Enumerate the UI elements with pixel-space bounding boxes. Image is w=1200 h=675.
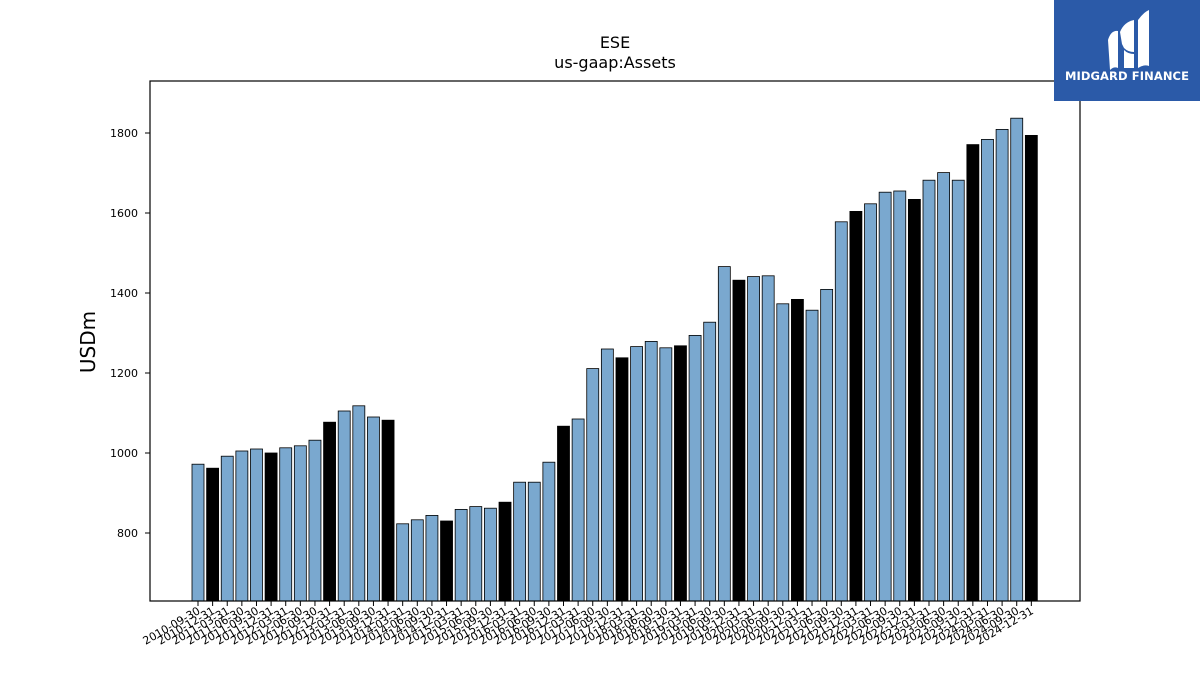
bar-2017-06-30 (586, 368, 600, 602)
chart-subtitle: us-gaap:Assets (554, 53, 676, 72)
logo: MIDGARD FINANCE (1054, 0, 1200, 101)
bar-2018-12-31 (674, 345, 687, 602)
y-tick-label: 1400 (110, 287, 138, 300)
bar-2020-12-31 (791, 298, 804, 602)
bar-2011-09-30 (250, 448, 263, 602)
bar-2019-06-30 (703, 321, 717, 602)
bar-2011-03-31 (220, 455, 234, 602)
bar-2018-03-31 (630, 346, 643, 602)
y-tick-label: 1200 (110, 367, 138, 380)
bar-2016-09-30 (542, 461, 556, 602)
bar-2014-12-31 (440, 520, 453, 602)
y-tick-label: 800 (117, 527, 138, 540)
y-axis: 800 1000 1200 1400 1600 1800 (110, 127, 150, 540)
bar-2017-03-31 (571, 418, 585, 602)
bar-2013-09-30 (367, 416, 380, 602)
bar-2016-12-31 (557, 425, 570, 602)
bar-2024-12-31 (1024, 134, 1038, 602)
bar-2018-09-30 (659, 347, 673, 602)
bar-2021-12-31 (849, 210, 863, 602)
bar-2024-03-31 (981, 138, 994, 602)
bar-2019-09-30 (717, 266, 731, 602)
bar-2012-12-31 (323, 421, 336, 602)
bar-2021-06-30 (820, 288, 834, 602)
bar-2013-03-31 (337, 410, 351, 602)
bar-2015-12-31 (498, 501, 512, 602)
y-tick-label: 1800 (110, 127, 138, 140)
bar-2015-09-30 (483, 507, 497, 602)
bar-2012-03-31 (279, 447, 293, 602)
bar-2018-06-30 (644, 340, 658, 602)
y-tick-label: 1600 (110, 207, 138, 220)
bar-2020-03-31 (747, 276, 760, 602)
bar-2019-12-31 (732, 279, 746, 602)
bar-2015-06-30 (469, 506, 483, 602)
bar-2012-09-30 (308, 439, 322, 602)
bar-2014-03-31 (396, 523, 410, 602)
bar-2011-06-30 (235, 450, 249, 602)
y-axis-label: USDm (76, 311, 100, 373)
bar-2017-12-31 (615, 357, 629, 602)
bar-2024-06-30 (995, 128, 1009, 602)
bar-2014-06-30 (410, 519, 424, 602)
bar-2022-09-30 (893, 190, 907, 602)
bar-2017-09-30 (600, 348, 614, 602)
bar-2023-03-31 (922, 179, 936, 602)
logo-mark-icon (1108, 10, 1149, 70)
bar-2019-03-31 (688, 334, 702, 602)
bar-2021-09-30 (834, 221, 848, 602)
bar-2010-09-30 (191, 463, 205, 602)
bar-2022-03-31 (864, 203, 877, 602)
chart-title: ESE (600, 33, 630, 52)
logo-text: MIDGARD FINANCE (1064, 69, 1190, 83)
bar-2023-06-30 (937, 172, 951, 602)
bar-2021-03-31 (805, 309, 819, 602)
bar-2016-03-31 (513, 481, 527, 602)
bar-2015-03-31 (454, 508, 468, 602)
bar-2023-09-30 (951, 179, 965, 602)
bar-2013-06-30 (352, 405, 366, 602)
bar-2023-12-31 (966, 144, 980, 602)
bar-2022-06-30 (878, 191, 892, 602)
bar-2011-12-31 (264, 452, 278, 602)
bars (191, 117, 1038, 602)
y-tick-label: 1000 (110, 447, 138, 460)
bar-2013-12-31 (381, 419, 395, 602)
bar-2016-06-30 (527, 481, 541, 602)
bar-2022-12-31 (907, 198, 921, 602)
plot-frame (149, 80, 1081, 602)
x-axis: 2010-09-302010-12-312011-03-312011-06-30… (141, 601, 1036, 648)
bar-2014-09-30 (425, 515, 439, 602)
bar-2020-06-30 (761, 275, 775, 602)
bar-2012-06-30 (293, 445, 307, 602)
bar-2024-09-30 (1010, 117, 1024, 602)
bar-2010-12-31 (206, 467, 220, 602)
bar-2020-09-30 (776, 303, 790, 602)
